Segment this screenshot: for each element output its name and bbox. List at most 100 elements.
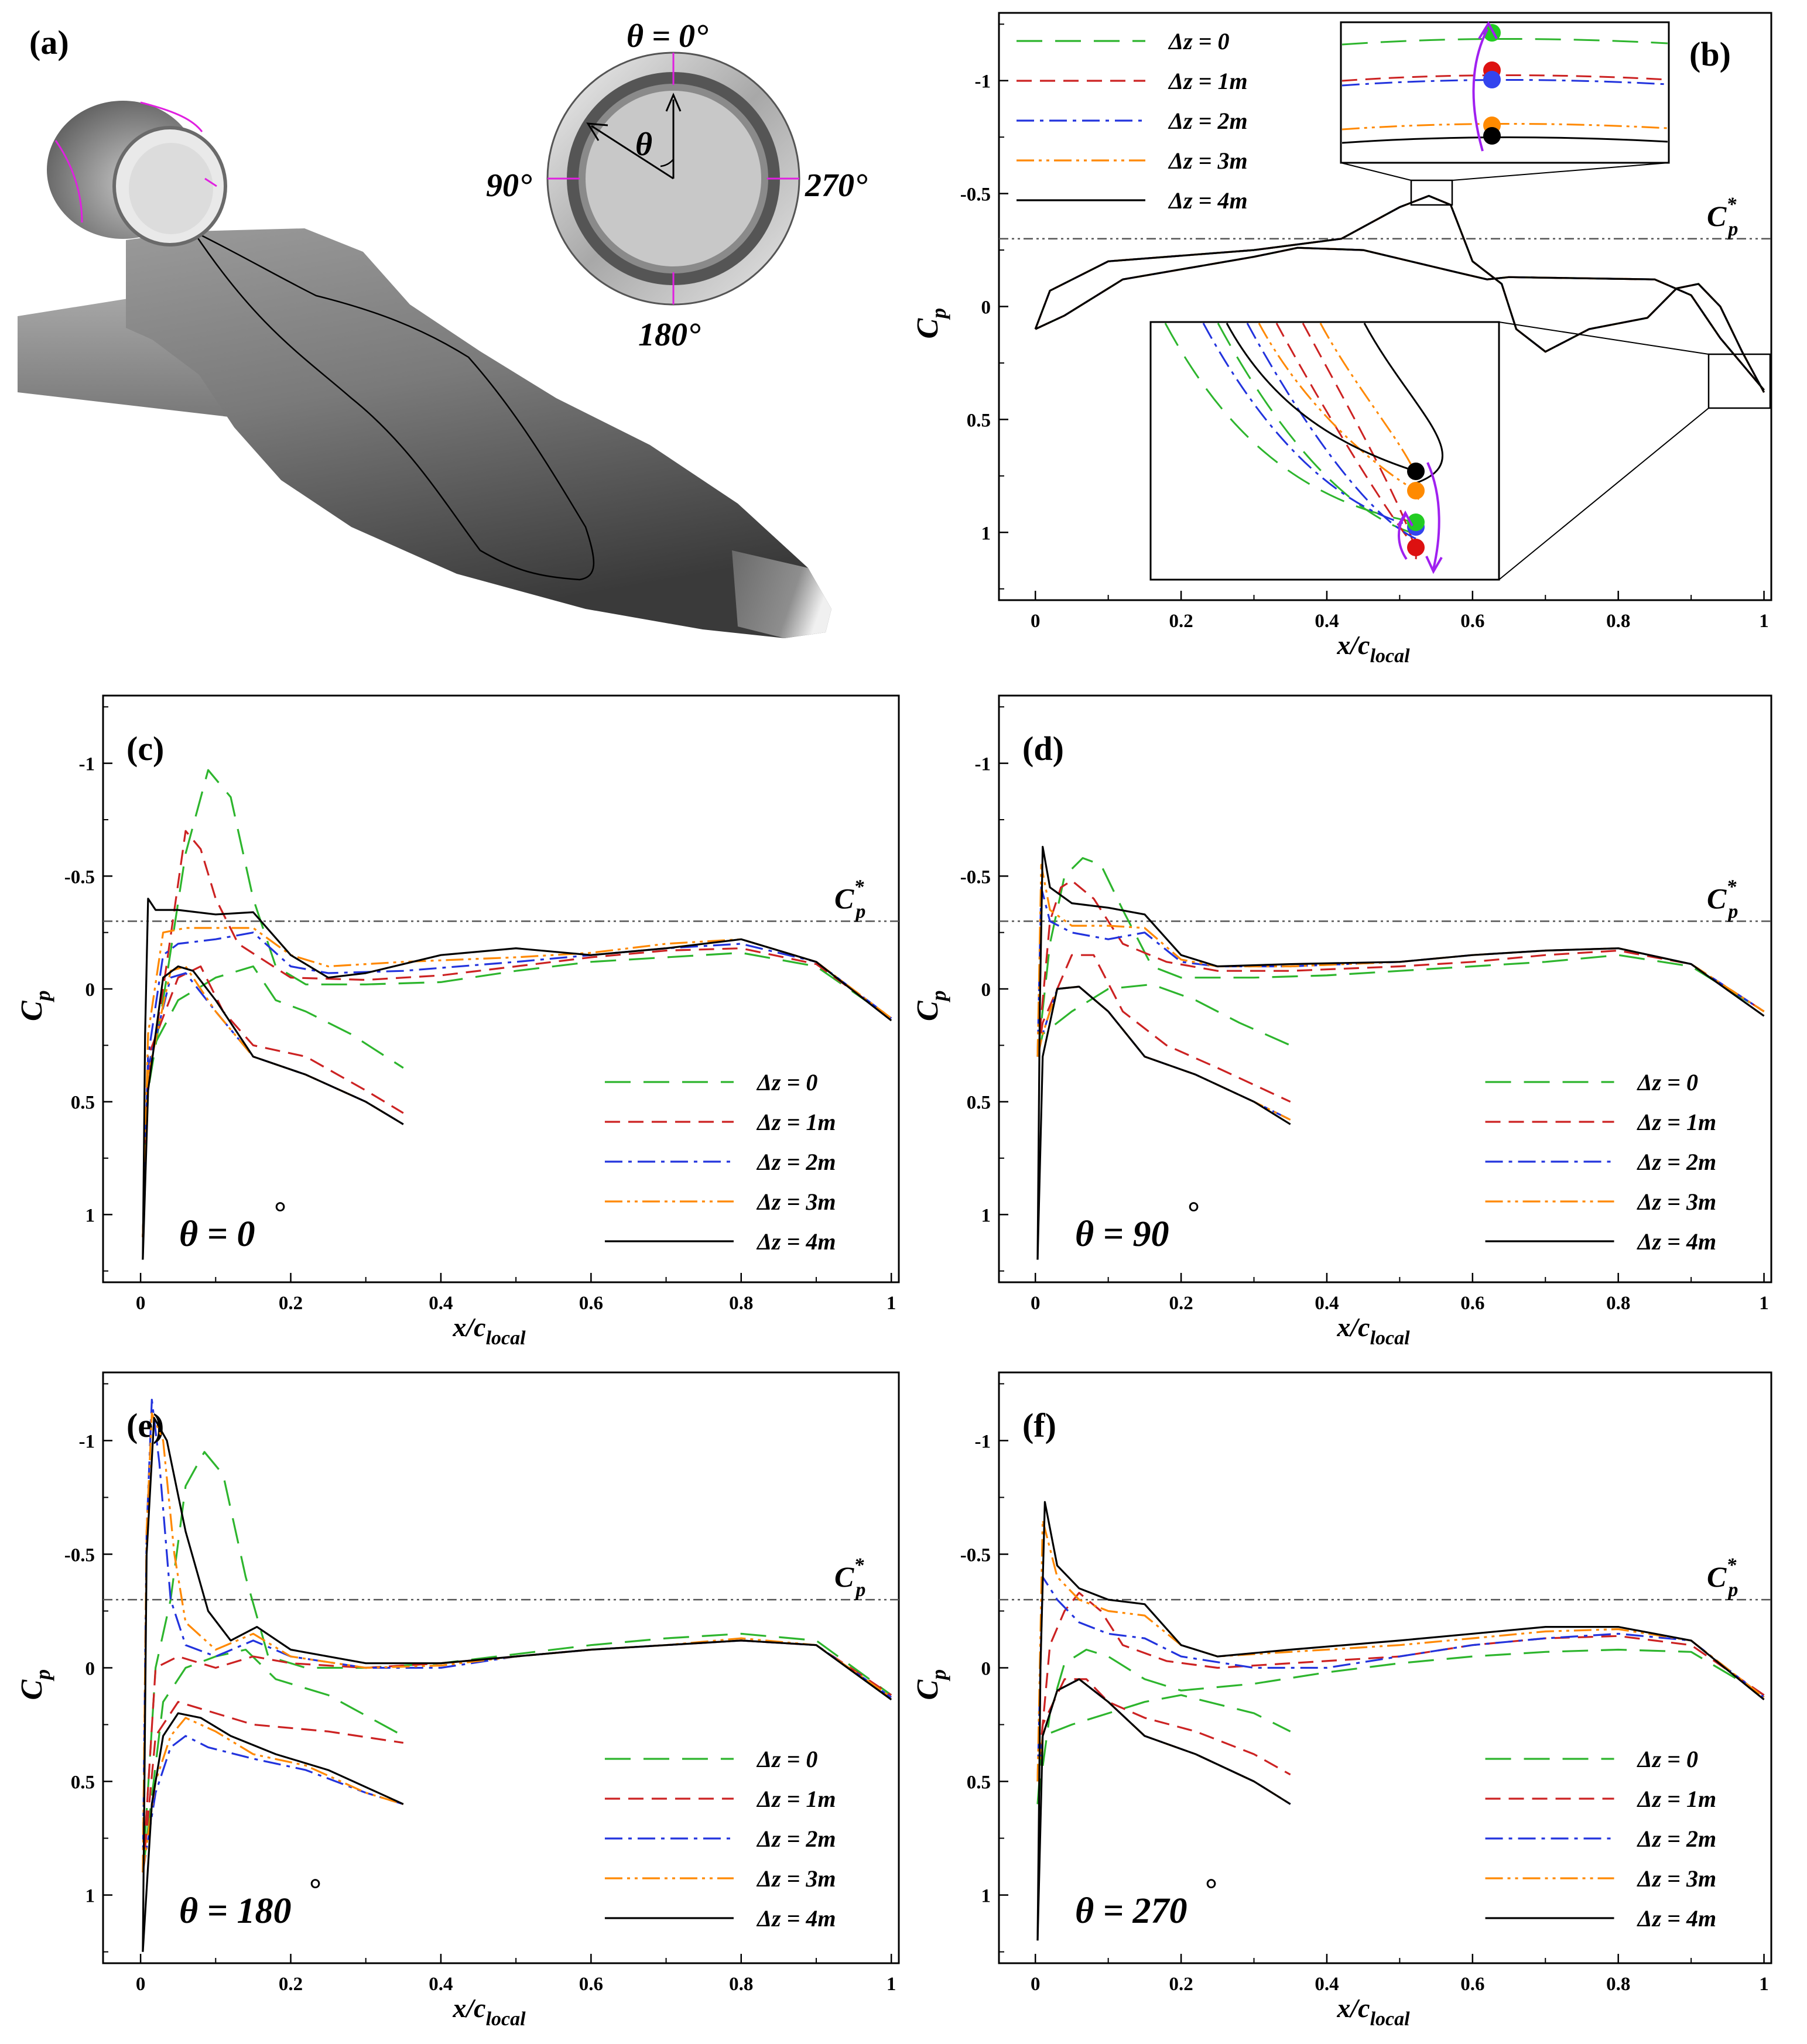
- arrow-head-diagonal: [586, 122, 608, 141]
- inset-top-marker: [1483, 127, 1501, 145]
- inset-top-connector: [1452, 162, 1669, 181]
- theta-annotation: θ = 90: [1075, 1214, 1169, 1254]
- y-axis-label: Cp: [911, 990, 950, 1021]
- series-line-3-lower: [142, 1717, 404, 1873]
- theta-top-label: θ = 0°: [627, 18, 709, 54]
- series-line-4-upper: [1036, 845, 1765, 1260]
- cp-star-label: C* p: [834, 876, 865, 922]
- x-axis-label-sub: local: [1370, 1327, 1411, 1349]
- y-tick-label: 1: [981, 523, 991, 544]
- series-line-0-lower: [1036, 1694, 1291, 1805]
- series-line-3-lower: [1036, 985, 1291, 1121]
- x-tick-label: 0: [136, 1974, 146, 1995]
- radius-diagonal: [591, 125, 674, 180]
- theta-annotation: θ = 180: [179, 1891, 292, 1931]
- inset-bottom-arrow-down: [1426, 462, 1440, 570]
- cp-star-label: C* p: [1707, 194, 1738, 240]
- x-tick-label: 1: [887, 1293, 896, 1314]
- x-tick-label: 0: [1031, 611, 1041, 632]
- series-line-1-lower: [142, 1701, 404, 1872]
- nacelle-cut-1: [54, 140, 83, 223]
- series-line-2-upper: [1036, 1576, 1765, 1782]
- y-tick-label: 0.5: [71, 1772, 95, 1793]
- legend-entry: Δz = 4m: [1637, 1228, 1717, 1255]
- y-tick-label: -0.5: [64, 867, 95, 888]
- x-tick-label: 0.8: [729, 1293, 753, 1314]
- series-line-0-upper: [142, 769, 892, 1237]
- degree-mark: °: [308, 1873, 320, 1906]
- y-tick-label: 0.5: [71, 1093, 95, 1114]
- inset-top-marker: [1483, 71, 1501, 88]
- x-tick-label: 0.2: [1169, 1293, 1193, 1314]
- x-tick-label: 0.8: [1606, 611, 1630, 632]
- series-line-4-upper: [1034, 194, 1765, 393]
- x-tick-label: 0.2: [279, 1293, 303, 1314]
- y-axis-label-sub: p: [31, 990, 54, 1002]
- y-tick-label: 0.5: [967, 410, 991, 431]
- panel-label: (b): [1689, 35, 1731, 73]
- inset-bottom-marker: [1407, 539, 1425, 556]
- y-axis-label: Cp: [15, 990, 54, 1021]
- y-tick-label: 0: [85, 980, 95, 1001]
- nacelle-cut-2: [140, 101, 203, 132]
- cp-star-label: C* p: [1707, 876, 1738, 922]
- y-tick-label: 1: [85, 1886, 95, 1907]
- x-tick-label: 0.4: [429, 1974, 453, 1995]
- x-axis-label-sub: local: [486, 2008, 526, 2030]
- inset-bottom-curve: [1202, 323, 1416, 528]
- y-tick-label: 0: [981, 980, 991, 1001]
- y-tick-label: 0.5: [967, 1093, 991, 1114]
- x-tick-label: 0.6: [1460, 1293, 1484, 1314]
- y-tick-label: -1: [975, 754, 991, 775]
- y-tick-label: -1: [975, 71, 991, 93]
- chart-d: -1-0.500.510 0.2 0.4 0.6 0.8 1x/clocalCp(d)C*…: [911, 694, 1772, 1349]
- inset-top-source: [1410, 179, 1453, 206]
- series-line-2-upper: [142, 932, 892, 1237]
- legend-entry: Δz = 0: [756, 1069, 817, 1095]
- nacelle-core: [129, 143, 213, 234]
- inset-top-curve: [1341, 37, 1668, 46]
- series-line-4-lower: [1035, 246, 1765, 391]
- panel-a-label: (a): [29, 23, 69, 61]
- cp-star-label: C* p: [1707, 1555, 1738, 1601]
- legend-entry: Δz = 4m: [1168, 187, 1248, 214]
- cp-star-label: C* p: [834, 1555, 865, 1601]
- y-tick-label: 0: [85, 1659, 95, 1680]
- x-axis-label-sub: local: [486, 1327, 526, 1349]
- inset-bottom-marker: [1407, 463, 1425, 480]
- y-tick-label: 0: [981, 297, 991, 319]
- y-tick-label: 1: [981, 1205, 991, 1226]
- inset-top-frame: [1340, 21, 1670, 164]
- legend-entry: Δz = 2m: [756, 1826, 836, 1852]
- series-line-1-upper: [142, 830, 892, 1237]
- inset-bottom-connector: [1498, 408, 1709, 580]
- cp-star-sup: *: [1726, 1555, 1737, 1576]
- series-line-2-upper: [1036, 886, 1765, 1057]
- x-tick-label: 0: [136, 1293, 146, 1314]
- x-axis-label-sub: local: [1370, 2008, 1411, 2030]
- legend-entry: Δz = 0: [1637, 1069, 1698, 1095]
- panel-a-illustration: (a) θ θ = 0° 270° 90° 180°: [18, 18, 868, 638]
- inset-bottom-curve: [1363, 323, 1444, 484]
- x-tick-label: 1: [1759, 1974, 1769, 1995]
- series-line-2-lower: [1036, 985, 1291, 1121]
- panel-label: (f): [1022, 1406, 1056, 1444]
- y-axis-label-sub: p: [927, 990, 950, 1002]
- series-line-4-upper: [1036, 1501, 1765, 1941]
- theta-annotation: θ = 0: [179, 1214, 255, 1254]
- cp-star-sub: p: [1726, 901, 1738, 922]
- legend-entry: Δz = 4m: [1637, 1905, 1717, 1932]
- series-line-0-lower: [142, 965, 404, 1237]
- y-axis-label: Cp: [911, 1669, 950, 1700]
- legend-entry: Δz = 2m: [756, 1149, 836, 1175]
- series-line-0-upper: [142, 1451, 892, 1872]
- arrow-head-vertical: [665, 93, 682, 112]
- chart-b: -1-0.500.510 0.2 0.4 0.6 0.8 1x/clocalCp(b)C*…: [911, 12, 1772, 667]
- x-axis-label-sub: local: [1370, 645, 1411, 667]
- nose-highlight: [732, 550, 831, 638]
- panel-label: (c): [126, 730, 164, 768]
- legend-entry: Δz = 1m: [1168, 68, 1248, 94]
- inset-bottom-arrowhead: [1425, 556, 1443, 574]
- legend-entry: Δz = 1m: [756, 1109, 836, 1135]
- y-axis-label-sub: p: [31, 1669, 54, 1682]
